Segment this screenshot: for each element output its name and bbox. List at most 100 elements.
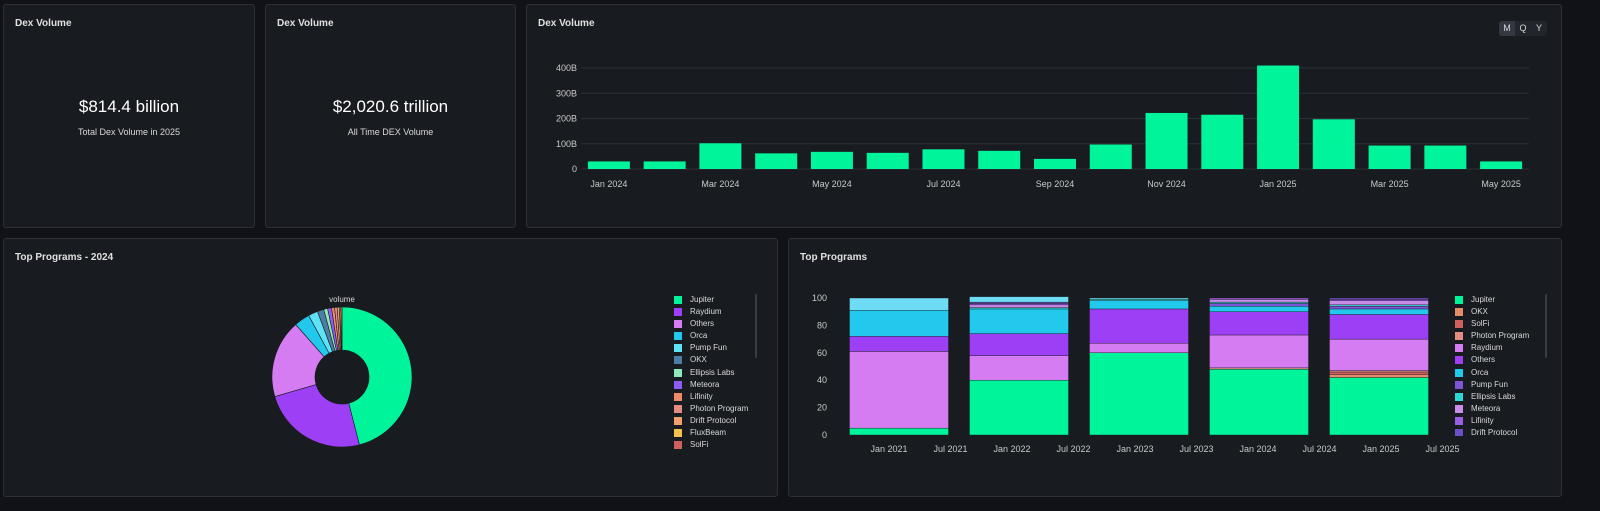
volume-bar — [1424, 145, 1467, 169]
legend-label: Jupiter — [690, 295, 715, 304]
legend-item[interactable]: Meteora — [1455, 403, 1529, 415]
stacked-segment — [1329, 306, 1429, 310]
legend-item[interactable]: Lifinity — [1455, 415, 1529, 427]
volume-bar — [1034, 158, 1076, 169]
period-year-button[interactable]: Y — [1535, 23, 1542, 33]
legend-label: Jupiter — [1471, 295, 1496, 304]
legend-swatch — [674, 368, 682, 377]
volume-bar — [1145, 112, 1188, 169]
legend-item[interactable]: SolFi — [1455, 318, 1529, 330]
legend-label: SolFi — [1471, 319, 1490, 329]
stacked-segment — [1209, 369, 1309, 436]
legend-label: Photon Program — [1471, 331, 1530, 341]
legend-swatch — [1455, 368, 1463, 377]
legend-item[interactable]: Pump Fun — [1455, 379, 1529, 391]
x-tick-label: Jul 2022 — [1056, 444, 1090, 454]
panel-title[interactable]: Dex Volume — [15, 18, 72, 29]
stacked-segment — [1329, 371, 1429, 375]
legend-swatch — [674, 320, 682, 329]
legend-item[interactable]: Others — [674, 318, 748, 330]
x-tick-label: Jul 2024 — [1302, 444, 1336, 454]
legend-label: Pump Fun — [1471, 379, 1508, 389]
legend-label: OKX — [690, 355, 707, 365]
stacked-segment — [969, 308, 1069, 334]
legend-swatch — [674, 344, 682, 353]
y-tick-label: 300B — [556, 88, 577, 98]
stacked-segment — [849, 427, 949, 436]
stacked-segment — [969, 304, 1069, 308]
x-tick-label: Sep 2024 — [1036, 179, 1075, 189]
legend-label: Drift Protocol — [1471, 428, 1518, 436]
stacked-segment — [969, 307, 1069, 310]
volume-bar — [699, 143, 742, 169]
volume-bar — [810, 151, 853, 169]
legend-item[interactable]: Ellipsis Labs — [674, 367, 748, 379]
legend-label: Others — [690, 319, 715, 329]
legend-item[interactable]: Meteora — [674, 379, 748, 391]
legend-label: Photon Program — [690, 403, 749, 413]
legend-item[interactable]: Jupiter — [674, 294, 748, 306]
legend-scrollbar[interactable] — [755, 294, 757, 358]
legend-item[interactable]: OKX — [674, 354, 748, 366]
stacked-segment — [1209, 306, 1309, 312]
x-tick-label: Jan 2022 — [993, 444, 1030, 454]
stacked-segment — [849, 310, 949, 337]
x-tick-label: Jul 2025 — [1425, 444, 1459, 454]
stacked-bar-chart: 0 20 40 60 80 100 Jan 2021 Jul 2021 Jan 2022 Jul … — [812, 293, 1460, 454]
stacked-segment — [1329, 299, 1429, 301]
stacked-segment — [849, 297, 949, 311]
period-month-button[interactable]: M — [1499, 21, 1515, 36]
volume-bar — [1257, 65, 1300, 169]
stacked-segment — [969, 296, 1069, 303]
legend-item[interactable]: Photon Program — [674, 403, 748, 415]
stacked-segment — [1209, 297, 1309, 300]
period-quarter-button[interactable]: Q — [1519, 23, 1527, 33]
y-tick-label: 40 — [817, 375, 827, 385]
legend-item[interactable]: Ellipsis Labs — [1455, 391, 1529, 403]
stacked-segment — [1329, 304, 1429, 307]
volume-bar — [1312, 119, 1355, 169]
stat-value: $814.4 billion — [78, 97, 180, 116]
volume-bar — [1201, 114, 1244, 169]
legend-item[interactable]: Others — [1455, 354, 1529, 366]
pie-chart-panel: Top Programs - 2024 volume Jupiter Raydiu… — [3, 238, 778, 497]
y-tick-label: 60 — [817, 348, 827, 358]
legend-item[interactable]: OKX — [1455, 306, 1529, 318]
legend-item[interactable]: FluxBeam — [674, 427, 748, 439]
x-tick-label: Jan 2024 — [1239, 444, 1276, 454]
legend-item[interactable]: Raydium — [1455, 342, 1529, 354]
legend-label: Lifinity — [690, 391, 713, 401]
stacked-segment — [969, 379, 1069, 436]
legend-item[interactable]: Drift Protocol — [674, 415, 748, 427]
panel-title[interactable]: Top Programs — [800, 252, 868, 263]
legend-item[interactable]: Photon Program — [1455, 330, 1529, 342]
y-tick-label: 200B — [556, 114, 577, 124]
legend-swatch — [674, 392, 682, 401]
legend-swatch — [1455, 320, 1463, 329]
stacked-segment — [1329, 374, 1429, 378]
legend-label: Pump Fun — [690, 343, 727, 353]
legend-swatch — [674, 380, 682, 389]
stacked-segment — [1089, 343, 1189, 353]
legend-label: Drift Protocol — [690, 415, 737, 425]
legend-item[interactable]: Raydium — [674, 306, 748, 318]
x-tick-label: May 2024 — [812, 179, 852, 189]
x-tick-label: Jul 2024 — [926, 179, 960, 189]
panel-title[interactable]: Top Programs - 2024 — [15, 252, 114, 263]
legend-scrollbar[interactable] — [1545, 294, 1547, 358]
legend-swatch — [1455, 404, 1463, 413]
legend-item[interactable]: Lifinity — [674, 391, 748, 403]
stat-panel-2025: Dex Volume $814.4 billion Total Dex Volu… — [3, 4, 255, 228]
stacked-segment — [1089, 297, 1189, 300]
legend-item[interactable]: SolFi — [674, 439, 748, 451]
legend-item[interactable]: Orca — [674, 330, 748, 342]
stat-label: All Time DEX Volume — [347, 127, 434, 137]
volume-bar — [1368, 145, 1411, 169]
stacked-segment — [1209, 303, 1309, 307]
legend-item[interactable]: Pump Fun — [674, 342, 748, 354]
panel-title[interactable]: Dex Volume — [277, 18, 334, 29]
legend-item[interactable]: Orca — [1455, 367, 1529, 379]
panel-title[interactable]: Dex Volume — [538, 18, 595, 29]
legend-item[interactable]: Drift Protocol — [1455, 427, 1529, 436]
legend-item[interactable]: Jupiter — [1455, 294, 1529, 306]
